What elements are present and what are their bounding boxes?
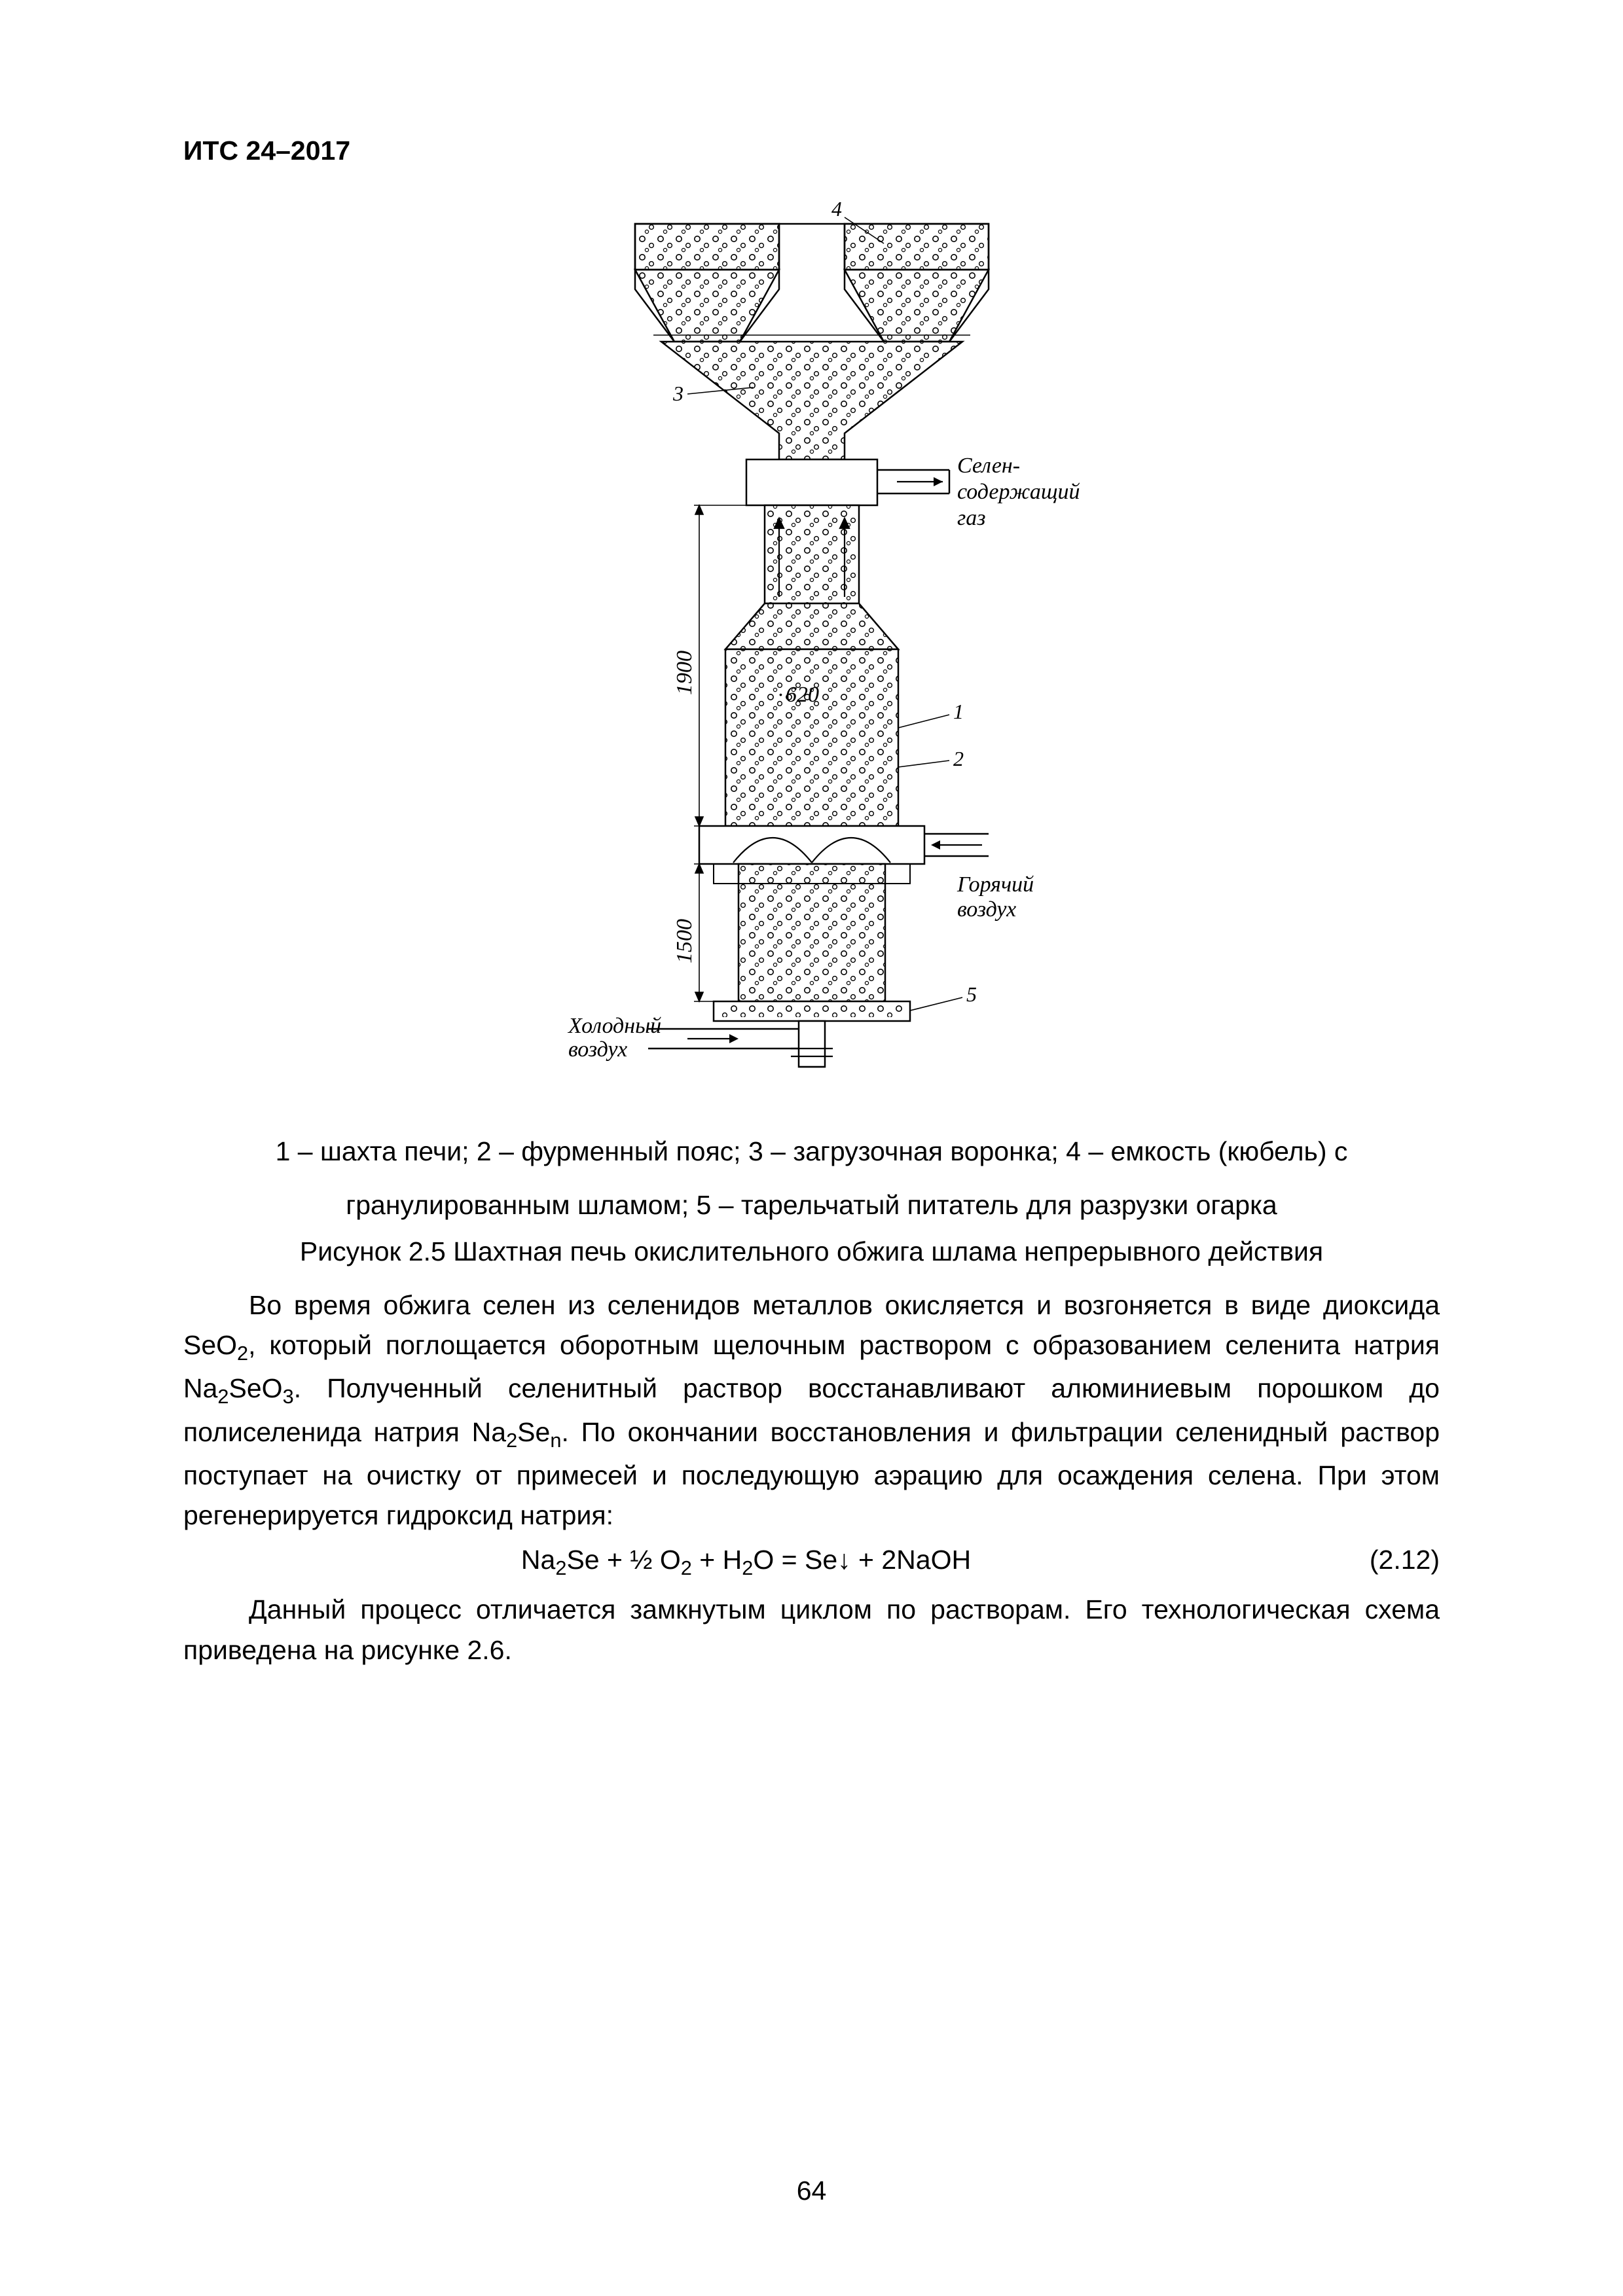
label-1: 1 <box>953 700 964 723</box>
label-2: 2 <box>953 747 964 770</box>
figure-legend-line1: 1 – шахта печи; 2 – фурменный пояс; 3 – … <box>183 1132 1440 1172</box>
sub-2-c: 2 <box>506 1429 517 1452</box>
figure-2-5: 4 3 Селен- содержащий газ <box>183 198 1440 1113</box>
eq-sub-2b: 2 <box>681 1556 692 1579</box>
p1-e: Se <box>517 1417 550 1447</box>
sub-2-b: 2 <box>217 1386 228 1408</box>
page-number: 64 <box>0 2171 1623 2212</box>
sub-2-a: 2 <box>237 1342 248 1365</box>
p1-c: SeO <box>229 1373 283 1403</box>
page: ИТС 24–2017 <box>0 0 1623 2296</box>
equation-body: Na2Se + ½ O2 + H2O = Se↓ + 2NaOH <box>183 1540 1309 1583</box>
sub-n: n <box>550 1429 561 1452</box>
dim-1500: 1500 <box>672 919 697 963</box>
hot-air-1: Горячий <box>957 872 1034 897</box>
gas-label-2: содержащий <box>957 480 1080 504</box>
dim-620: 620 <box>786 683 819 707</box>
furnace-diagram: 4 3 Селен- содержащий газ <box>491 198 1133 1101</box>
eq-c: + H <box>692 1545 742 1575</box>
equation-2-12: Na2Se + ½ O2 + H2O = Se↓ + 2NaOH (2.12) <box>183 1540 1440 1583</box>
paragraph-2: Данный процесс отличается замкнутым цикл… <box>183 1590 1440 1670</box>
gas-label-3: газ <box>957 506 986 530</box>
figure-legend-line2: гранулированным шламом; 5 – тарельчатый … <box>183 1185 1440 1226</box>
label-4: 4 <box>831 198 842 221</box>
eq-sub-2a: 2 <box>555 1556 566 1579</box>
gas-label-1: Селен- <box>957 454 1020 478</box>
document-header: ИТС 24–2017 <box>183 131 1440 171</box>
eq-b: Se + ½ O <box>566 1545 680 1575</box>
cold-air-1: Холодный <box>567 1014 661 1038</box>
cold-air-2: воздух <box>568 1037 627 1062</box>
dim-620-prefix: · <box>778 683 783 706</box>
hot-air-2: воздух <box>957 897 1016 922</box>
sub-3: 3 <box>283 1386 294 1408</box>
dim-1900: 1900 <box>672 651 697 695</box>
eq-d: O = Se↓ + 2NaOH <box>753 1545 971 1575</box>
paragraph-1: Во время обжига селен из селенидов метал… <box>183 1285 1440 1536</box>
label-3: 3 <box>672 382 684 405</box>
label-5: 5 <box>966 982 977 1006</box>
eq-sub-2c: 2 <box>742 1556 753 1579</box>
eq-a: Na <box>521 1545 555 1575</box>
equation-number: (2.12) <box>1309 1540 1440 1581</box>
figure-caption: Рисунок 2.5 Шахтная печь окислительного … <box>183 1232 1440 1272</box>
